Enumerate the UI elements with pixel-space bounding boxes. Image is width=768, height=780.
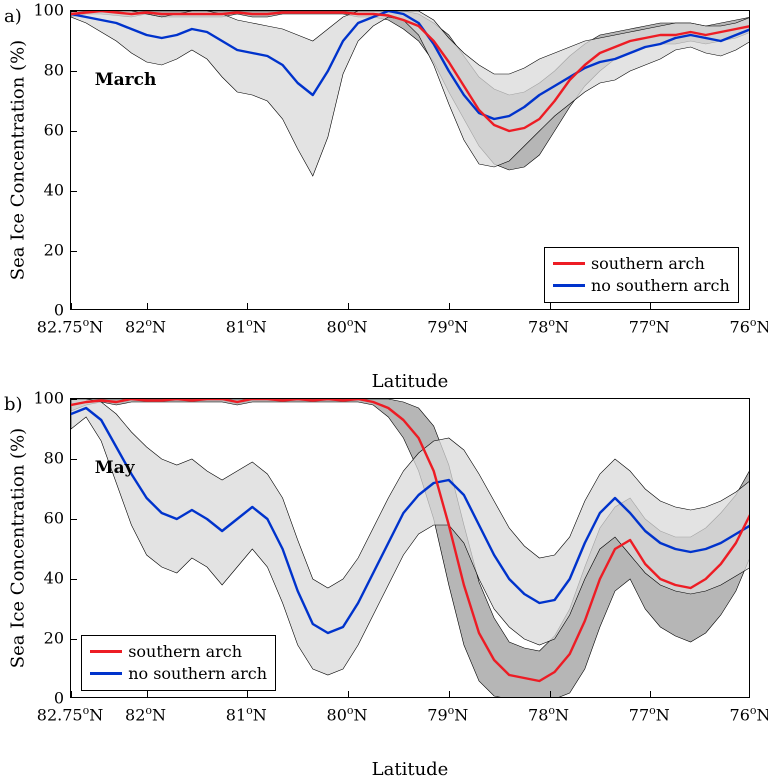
x-tick <box>348 303 349 309</box>
y-tick <box>71 519 77 520</box>
legend-label: southern arch <box>128 642 242 661</box>
y-tick <box>71 131 77 132</box>
y-tick <box>71 71 77 72</box>
y-tick-label: 80 <box>44 449 64 468</box>
x-tick-label: 82.75oN <box>37 316 103 336</box>
y-tick-label: 20 <box>44 629 64 648</box>
x-tick <box>449 303 450 309</box>
month-label: March <box>95 70 157 90</box>
x-tick-label: 77oN <box>629 316 670 336</box>
x-tick-label: 82oN <box>125 704 166 724</box>
legend-label: no southern arch <box>128 664 267 683</box>
figure: a) Sea Ice Concentration (%) March southe… <box>0 0 768 775</box>
legend-label: no southern arch <box>591 276 730 295</box>
x-axis-label-b: Latitude <box>70 759 750 780</box>
x-tick-label: 82.75oN <box>37 704 103 724</box>
legend-swatch <box>553 284 585 287</box>
plot-area-b: May southern arch no southern arch <box>70 398 750 698</box>
legend-swatch <box>553 262 585 265</box>
x-tick-label: 82oN <box>125 316 166 336</box>
legend-item: no southern arch <box>553 274 730 296</box>
x-tick-label: 80oN <box>327 704 368 724</box>
y-tick-label: 40 <box>44 569 64 588</box>
x-tick <box>71 303 72 309</box>
x-tick-label: 76oN <box>730 316 768 336</box>
x-tick <box>247 691 248 697</box>
x-tick-label: 81oN <box>226 316 267 336</box>
y-tick <box>71 639 77 640</box>
x-tick-label: 76oN <box>730 704 768 724</box>
x-tick-label: 81oN <box>226 704 267 724</box>
legend-item: southern arch <box>553 252 730 274</box>
x-tick-label: 79oN <box>427 316 468 336</box>
legend-item: no southern arch <box>90 662 267 684</box>
y-tick-label: 60 <box>44 121 64 140</box>
x-tick <box>650 303 651 309</box>
x-tick <box>550 303 551 309</box>
x-tick <box>650 691 651 697</box>
month-label: May <box>95 458 135 478</box>
legend-label: southern arch <box>591 254 705 273</box>
legend-item: southern arch <box>90 640 267 662</box>
y-tick <box>71 251 77 252</box>
subplot-tag-a: a) <box>4 6 22 27</box>
x-tick <box>71 691 72 697</box>
y-tick-label: 40 <box>44 181 64 200</box>
y-axis-label-b: Sea Ice Concentration (%) <box>8 428 29 668</box>
x-axis-label-a: Latitude <box>70 371 750 392</box>
y-tick <box>71 399 77 400</box>
x-tick-label: 78oN <box>528 316 569 336</box>
legend-swatch <box>90 650 122 653</box>
y-tick-label: 100 <box>33 1 64 20</box>
y-tick <box>71 579 77 580</box>
legend-swatch <box>90 672 122 675</box>
panel-b: b) Sea Ice Concentration (%) Maysouthern… <box>70 398 750 734</box>
legend: southern arch no southern arch <box>81 635 276 691</box>
x-tick <box>147 691 148 697</box>
subplot-tag-b: b) <box>4 394 23 415</box>
x-tick <box>449 691 450 697</box>
x-tick-label: 78oN <box>528 704 569 724</box>
y-axis-label-a: Sea Ice Concentration (%) <box>8 40 29 280</box>
x-tick-label: 77oN <box>629 704 670 724</box>
x-tick <box>550 691 551 697</box>
y-tick <box>71 11 77 12</box>
y-tick-label: 20 <box>44 241 64 260</box>
x-tick <box>348 691 349 697</box>
panel-a: a) Sea Ice Concentration (%) Marchsouthe… <box>70 10 750 346</box>
y-tick <box>71 191 77 192</box>
y-tick-label: 80 <box>44 61 64 80</box>
y-tick-label: 100 <box>33 389 64 408</box>
x-tick-label: 80oN <box>327 316 368 336</box>
y-tick-label: 60 <box>44 509 64 528</box>
y-tick <box>71 459 77 460</box>
legend: southern arch no southern arch <box>544 247 739 303</box>
x-tick <box>247 303 248 309</box>
plot-area-a: March southern arch no southern arch <box>70 10 750 310</box>
x-tick-label: 79oN <box>427 704 468 724</box>
x-tick <box>147 303 148 309</box>
